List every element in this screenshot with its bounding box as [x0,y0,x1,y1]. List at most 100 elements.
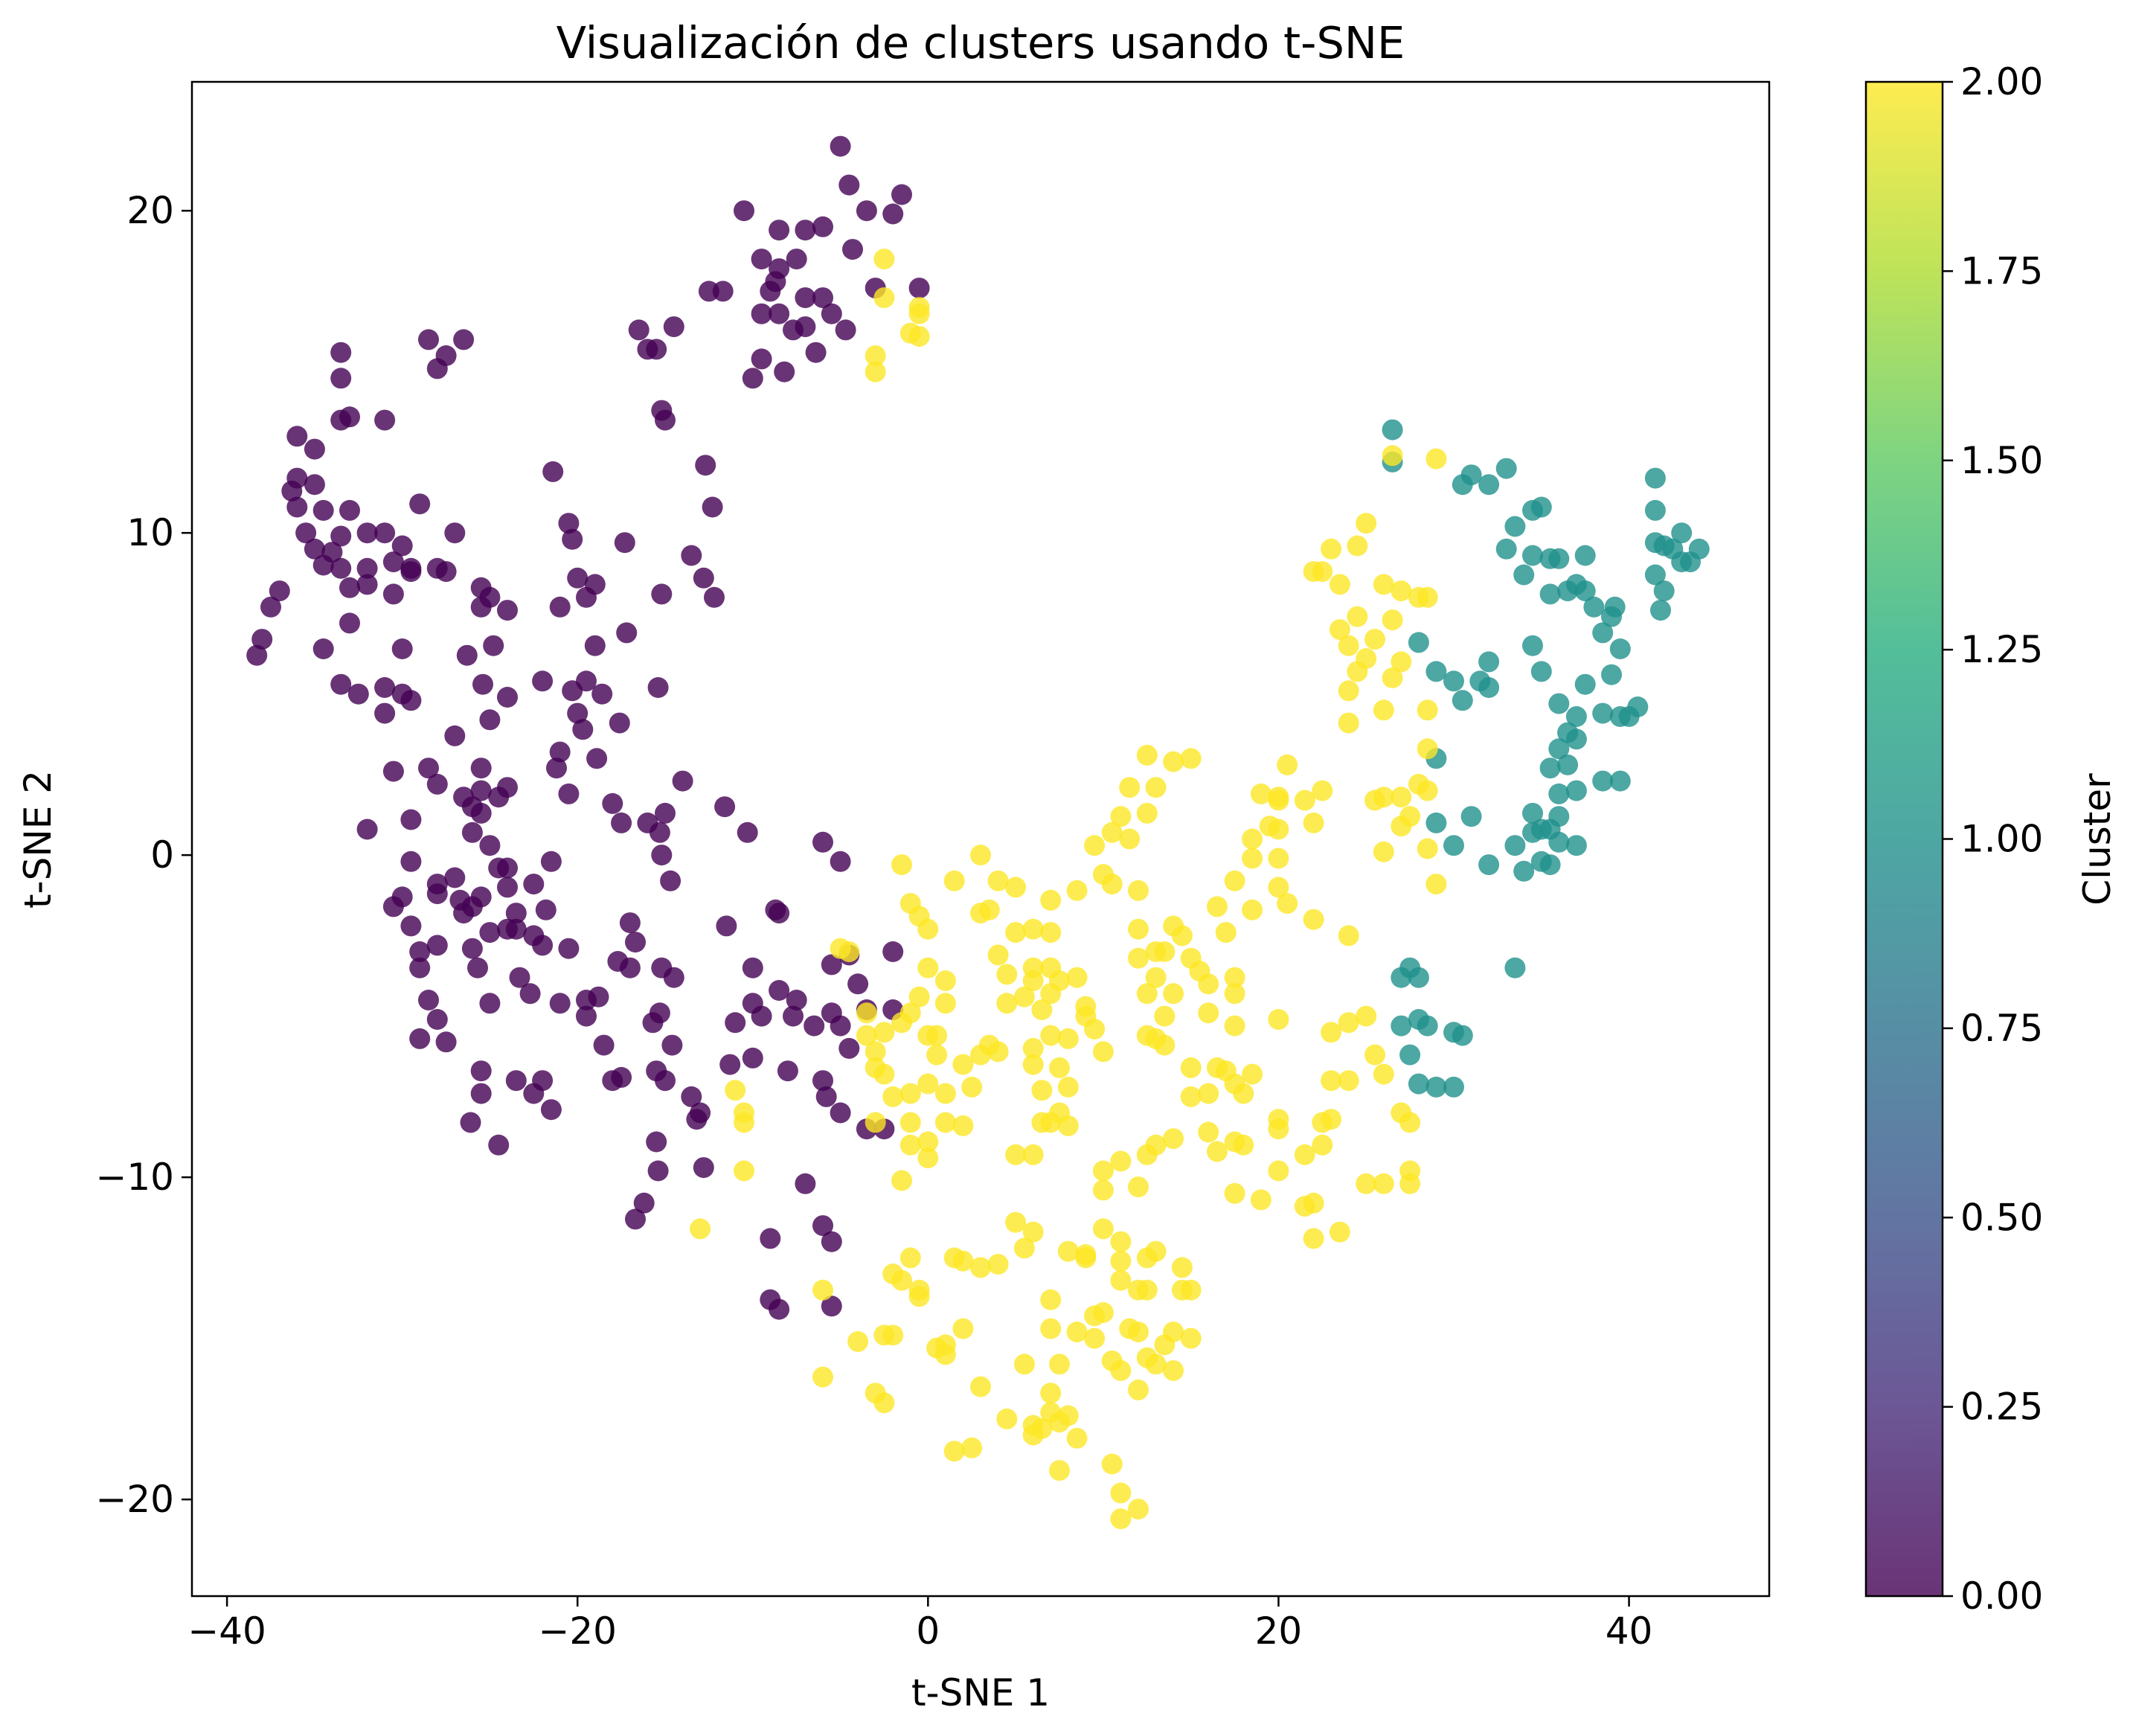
cluster-0-point [470,1083,492,1104]
cluster-1-point [1592,702,1614,724]
cluster-2-point [1417,780,1438,801]
cluster-0-point [628,319,650,341]
cluster-2-point [1005,877,1027,898]
y-tick-label: −10 [95,1156,174,1199]
cluster-0-point [409,957,431,978]
cluster-2-point [1417,586,1438,608]
cluster-2-point [952,1250,974,1272]
cluster-2-point [1242,848,1263,869]
cluster-2-point [1242,899,1263,920]
cluster-0-point [725,1012,746,1034]
cluster-0-point [742,1047,763,1069]
cluster-2-point [1180,1086,1202,1107]
cluster-1-point [1557,754,1579,775]
cluster-2-point [1321,1109,1342,1130]
x-tick-label: −40 [187,1610,266,1653]
cluster-2-point [1207,1141,1228,1162]
cluster-0-point [400,690,422,711]
cluster-0-point [751,348,772,370]
cluster-2-point [856,1025,877,1046]
cluster-2-point [865,1057,886,1078]
cluster-0-point [751,1005,772,1027]
cluster-0-point [619,912,641,934]
cluster-0-point [444,725,466,746]
cluster-0-point [847,973,869,995]
cluster-2-point [917,918,939,940]
cluster-1-point [1539,854,1561,876]
cluster-0-point [821,1295,842,1317]
cluster-2-point [1180,1327,1202,1349]
cluster-2-point [934,993,956,1014]
cluster-2-point [1373,1173,1394,1194]
colorbar-tick-label: 1.00 [1960,818,2043,861]
cluster-2-point [917,1131,939,1153]
cluster-2-point [873,1392,895,1414]
cluster-0-point [339,577,360,598]
cluster-0-point [409,941,431,962]
cluster-2-point [1259,816,1280,837]
cluster-2-point [891,1012,912,1034]
cluster-2-point [1233,1134,1254,1156]
cluster-2-point [1110,1359,1132,1381]
cluster-0-point [609,712,630,734]
cluster-1-point [1425,1076,1447,1098]
cluster-2-point [856,1002,877,1024]
cluster-2-point [1347,535,1368,557]
cluster-0-point [281,480,303,502]
cluster-1-point [1627,696,1649,717]
cluster-2-point [1356,513,1377,534]
cluster-1-point [1539,758,1561,779]
cluster-2-point [1136,802,1158,824]
cluster-2-point [1364,1044,1385,1066]
cluster-2-point [873,249,895,270]
cluster-0-point [356,557,378,579]
cluster-0-point [584,635,606,656]
cluster-0-point [882,941,904,962]
cluster-0-point [286,496,308,518]
cluster-1-point [1574,673,1596,695]
cluster-0-point [842,239,863,260]
x-axis-label: t-SNE 1 [911,1671,1050,1714]
cluster-2-point [873,1325,895,1346]
cluster-2-point [1180,1057,1202,1078]
cluster-0-point [435,1031,457,1053]
cluster-2-point [1198,973,1219,995]
cluster-0-point [593,1034,615,1056]
cluster-2-point [1338,1012,1359,1034]
cluster-0-point [714,796,736,818]
cluster-0-point [558,938,580,959]
cluster-2-point [1364,789,1385,811]
cluster-0-point [584,574,606,595]
cluster-2-point [1268,848,1289,869]
cluster-2-point [1391,816,1412,837]
cluster-0-point [633,1192,655,1214]
cluster-0-point [625,932,646,953]
cluster-0-point [286,426,308,447]
cluster-2-point [1277,893,1298,915]
cluster-2-point [1075,996,1097,1017]
cluster-0-point [742,957,763,978]
cluster-2-point [1128,1499,1149,1520]
plot-frame [190,80,1771,1598]
cluster-1-point [1522,545,1543,566]
cluster-0-point [549,741,571,763]
cluster-0-point [532,670,554,692]
cluster-0-point [830,1015,851,1037]
cluster-2-point [1171,1257,1193,1278]
cluster-0-point [562,528,583,550]
cluster-1-point [1671,522,1693,544]
cluster-2-point [899,1247,921,1269]
cluster-2-point [970,1044,991,1066]
y-tick-label: −20 [95,1478,174,1521]
cluster-2-point [1382,667,1403,688]
cluster-0-point [672,770,693,792]
scatter-points [246,135,1710,1530]
cluster-2-point [917,1147,939,1169]
cluster-0-point [356,574,378,595]
cluster-2-point [1040,889,1062,911]
cluster-2-point [1373,699,1394,721]
cluster-0-point [540,1099,562,1121]
y-tick-label: 10 [126,511,174,554]
cluster-0-point [835,319,856,341]
cluster-0-point [661,1034,683,1056]
